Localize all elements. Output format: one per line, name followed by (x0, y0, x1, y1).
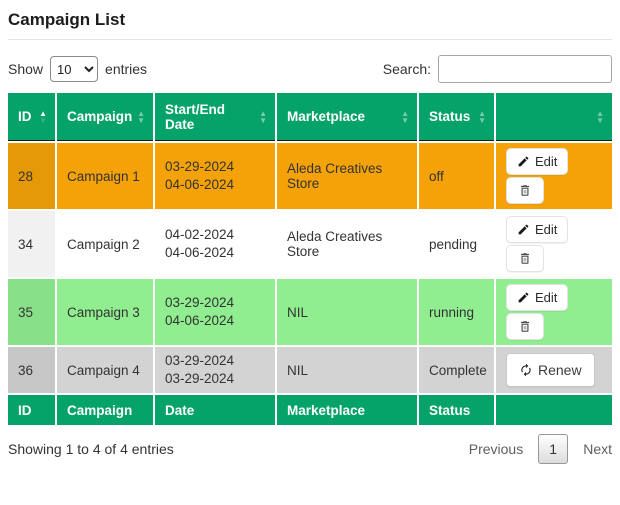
sort-icon: ▲ ▼ (401, 108, 409, 125)
cell-campaign: Campaign 3 (57, 279, 153, 345)
delete-button[interactable] (506, 177, 544, 204)
pagination-next[interactable]: Next (583, 441, 612, 457)
sort-icon: ▲ ▼ (478, 108, 486, 125)
renew-button[interactable]: Renew (506, 353, 595, 387)
cell-actions: Renew (496, 347, 612, 393)
search-control: Search: (383, 55, 612, 83)
delete-button[interactable] (506, 313, 544, 340)
footer-col-campaign: Campaign (57, 395, 153, 425)
sort-icon: ▲ ▼ (596, 108, 604, 125)
sort-icon: ▲ ▼ (137, 108, 145, 125)
pagination-previous[interactable]: Previous (468, 441, 524, 457)
col-header-marketplace[interactable]: Marketplace ▲ ▼ (277, 93, 417, 141)
trash-icon (520, 253, 530, 264)
cell-id: 36 (8, 347, 55, 393)
delete-button[interactable] (506, 245, 544, 272)
footer-col-marketplace: Marketplace (277, 395, 417, 425)
footer-col-id: ID (8, 395, 55, 425)
sort-asc-icon: ▲ (137, 108, 145, 118)
footer-col-status: Status (419, 395, 494, 425)
table-header: ID ▲ ▼ Campaign ▲ ▼ Start/End Date ▲ ▼ (8, 93, 612, 141)
col-header-actions[interactable]: ▲ ▼ (496, 93, 612, 141)
col-header-id[interactable]: ID ▲ ▼ (8, 93, 55, 141)
sort-icon: ▲ ▼ (39, 108, 47, 125)
table-row: 36 Campaign 4 03-29-2024 03-29-2024 NIL … (8, 347, 612, 393)
cell-marketplace: Aleda Creatives Store (277, 143, 417, 209)
cell-status: off (419, 143, 494, 209)
pencil-icon (518, 156, 529, 167)
sort-desc-icon: ▼ (137, 115, 145, 125)
table-row: 34 Campaign 2 04-02-2024 04-06-2024 Aled… (8, 211, 612, 277)
cell-id: 35 (8, 279, 55, 345)
edit-button[interactable]: Edit (506, 216, 569, 243)
trash-icon (520, 185, 530, 196)
cell-marketplace: NIL (277, 347, 417, 393)
cell-actions: Edit (496, 143, 612, 209)
cell-date: 03-29-2024 04-06-2024 (155, 143, 275, 209)
sort-desc-icon: ▼ (478, 115, 486, 125)
title-divider (8, 39, 612, 40)
table-footer: ID Campaign Date Marketplace Status (8, 395, 612, 425)
sort-asc-icon: ▲ (478, 108, 486, 118)
campaign-table: ID ▲ ▼ Campaign ▲ ▼ Start/End Date ▲ ▼ (6, 91, 614, 427)
table-body: 28 Campaign 1 03-29-2024 04-06-2024 Aled… (8, 143, 612, 393)
sort-desc-icon: ▼ (259, 115, 267, 125)
col-header-status[interactable]: Status ▲ ▼ (419, 93, 494, 141)
cell-actions: Edit (496, 279, 612, 345)
cell-status: pending (419, 211, 494, 277)
edit-button[interactable]: Edit (506, 148, 569, 175)
table-controls: Show 10 entries Search: (8, 55, 612, 83)
cell-campaign: Campaign 2 (57, 211, 153, 277)
cell-date: 04-02-2024 04-06-2024 (155, 211, 275, 277)
cell-status: running (419, 279, 494, 345)
footer-col-date: Date (155, 395, 275, 425)
cell-campaign: Campaign 1 (57, 143, 153, 209)
edit-button[interactable]: Edit (506, 284, 569, 311)
sort-asc-icon: ▲ (259, 108, 267, 118)
sort-icon: ▲ ▼ (259, 108, 267, 125)
sort-asc-icon: ▲ (39, 108, 47, 118)
entries-info: Showing 1 to 4 of 4 entries (8, 441, 174, 457)
pagination-page-1[interactable]: 1 (538, 434, 569, 464)
sort-desc-icon: ▼ (401, 115, 409, 125)
cell-campaign: Campaign 4 (57, 347, 153, 393)
sort-asc-icon: ▲ (401, 108, 409, 118)
entries-select[interactable]: 10 (50, 56, 99, 82)
footer-col-actions (496, 395, 612, 425)
cell-id: 28 (8, 143, 55, 209)
cell-actions: Edit (496, 211, 612, 277)
table-row: 28 Campaign 1 03-29-2024 04-06-2024 Aled… (8, 143, 612, 209)
cell-date: 03-29-2024 04-06-2024 (155, 279, 275, 345)
pencil-icon (518, 224, 529, 235)
table-info-bar: Showing 1 to 4 of 4 entries Previous 1 N… (8, 434, 612, 464)
trash-icon (520, 321, 530, 332)
entries-length-control: Show 10 entries (8, 56, 147, 82)
cell-id: 34 (8, 211, 55, 277)
search-input[interactable] (438, 55, 612, 83)
page-title: Campaign List (8, 10, 126, 29)
entries-label: entries (105, 61, 148, 77)
sort-desc-icon: ▼ (596, 115, 604, 125)
campaign-list-page: Campaign List Show 10 entries Search: ID (6, 10, 614, 464)
pencil-icon (518, 292, 529, 303)
cell-marketplace: Aleda Creatives Store (277, 211, 417, 277)
pagination: Previous 1 Next (469, 434, 612, 464)
show-label: Show (8, 61, 44, 77)
table-row: 35 Campaign 3 03-29-2024 04-06-2024 NIL … (8, 279, 612, 345)
cell-status: Complete (419, 347, 494, 393)
cell-date: 03-29-2024 03-29-2024 (155, 347, 275, 393)
col-header-date[interactable]: Start/End Date ▲ ▼ (155, 93, 275, 141)
search-label: Search: (382, 61, 431, 77)
sort-asc-icon: ▲ (596, 108, 604, 118)
sort-desc-icon: ▼ (39, 115, 47, 125)
col-header-campaign[interactable]: Campaign ▲ ▼ (57, 93, 153, 141)
refresh-icon (521, 363, 531, 377)
cell-marketplace: NIL (277, 279, 417, 345)
